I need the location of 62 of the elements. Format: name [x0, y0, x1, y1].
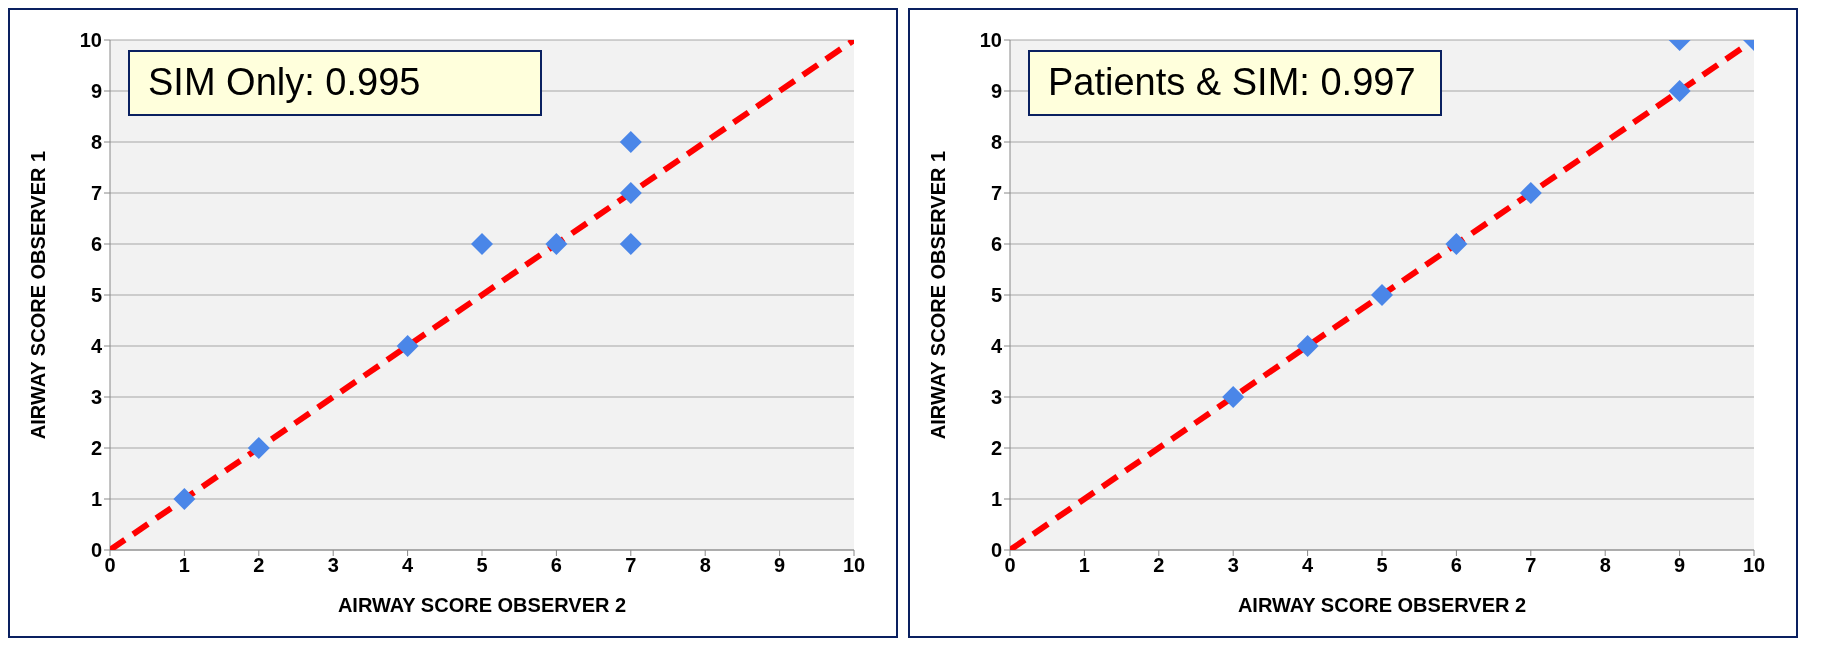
x-tick-label: 3 — [327, 554, 339, 577]
y-tick-label: 5 — [90, 284, 102, 307]
x-tick-label: 9 — [774, 554, 786, 577]
point — [1222, 386, 1245, 408]
point — [247, 437, 270, 459]
point — [619, 131, 642, 153]
x-tick-label: 6 — [1450, 554, 1462, 577]
y-axis-title: AIRWAY SCORE OBSERVER 1 — [927, 150, 950, 440]
y-tick-label: 1 — [90, 488, 102, 511]
point — [619, 233, 642, 255]
x-axis-title: AIRWAY SCORE OBSERVER 2 — [337, 594, 627, 616]
y-tick-label: 7 — [990, 182, 1002, 205]
x-tick-label: 0 — [104, 554, 116, 577]
y-tick-label: 9 — [90, 80, 102, 103]
y-tick-label: 9 — [990, 80, 1002, 103]
point — [619, 182, 642, 204]
x-tick-label: 7 — [1525, 554, 1537, 577]
y-tick-label: 3 — [90, 386, 102, 409]
point — [545, 233, 568, 255]
y-tick-label: 2 — [90, 437, 102, 460]
y-tick-label: 0 — [90, 539, 102, 562]
x-tick-label: 2 — [253, 554, 265, 577]
annotation: SIM Only: 0.995 — [148, 60, 421, 105]
y-tick-label: 6 — [990, 233, 1002, 256]
y-tick-label: 7 — [90, 182, 102, 205]
x-tick-label: 2 — [1153, 554, 1165, 577]
x-tick-label: 1 — [178, 554, 190, 577]
x-tick-label: 6 — [550, 554, 562, 577]
y-tick-label: 10 — [979, 29, 1002, 52]
annotation: Patients & SIM: 0.997 — [1048, 60, 1416, 105]
y-tick-label: 10 — [79, 29, 102, 52]
x-tick-label: 10 — [842, 554, 866, 577]
x-tick-label: 5 — [1376, 554, 1388, 577]
point — [396, 335, 419, 357]
y-tick-label: 6 — [90, 233, 102, 256]
point — [173, 488, 196, 510]
x-tick-label: 8 — [1599, 554, 1611, 577]
x-tick-label: 7 — [625, 554, 637, 577]
x-tick-label: 5 — [476, 554, 488, 577]
x-tick-label: 0 — [1004, 554, 1016, 577]
x-axis-title: AIRWAY SCORE OBSERVER 2 — [1237, 594, 1527, 616]
y-tick-label: 3 — [990, 386, 1002, 409]
y-tick-label: 2 — [990, 437, 1002, 460]
point — [1445, 233, 1468, 255]
y-tick-label: 5 — [990, 284, 1002, 307]
x-tick-label: 9 — [1674, 554, 1686, 577]
point — [1371, 284, 1393, 306]
y-axis-title: AIRWAY SCORE OBSERVER 1 — [27, 150, 50, 440]
x-tick-label: 4 — [1302, 554, 1315, 577]
y-tick-label: 8 — [90, 131, 102, 154]
y-tick-label: 4 — [990, 335, 1003, 358]
y-tick-label: 4 — [90, 335, 103, 358]
x-tick-label: 1 — [1078, 554, 1090, 577]
x-tick-label: 8 — [699, 554, 711, 577]
x-tick-label: 4 — [402, 554, 415, 577]
x-tick-label: 10 — [1742, 554, 1766, 577]
y-tick-label: 1 — [990, 488, 1002, 511]
point — [1296, 335, 1319, 357]
y-tick-label: 8 — [990, 131, 1002, 154]
point — [471, 233, 493, 255]
x-tick-label: 3 — [1227, 554, 1239, 577]
y-tick-label: 0 — [990, 539, 1002, 562]
